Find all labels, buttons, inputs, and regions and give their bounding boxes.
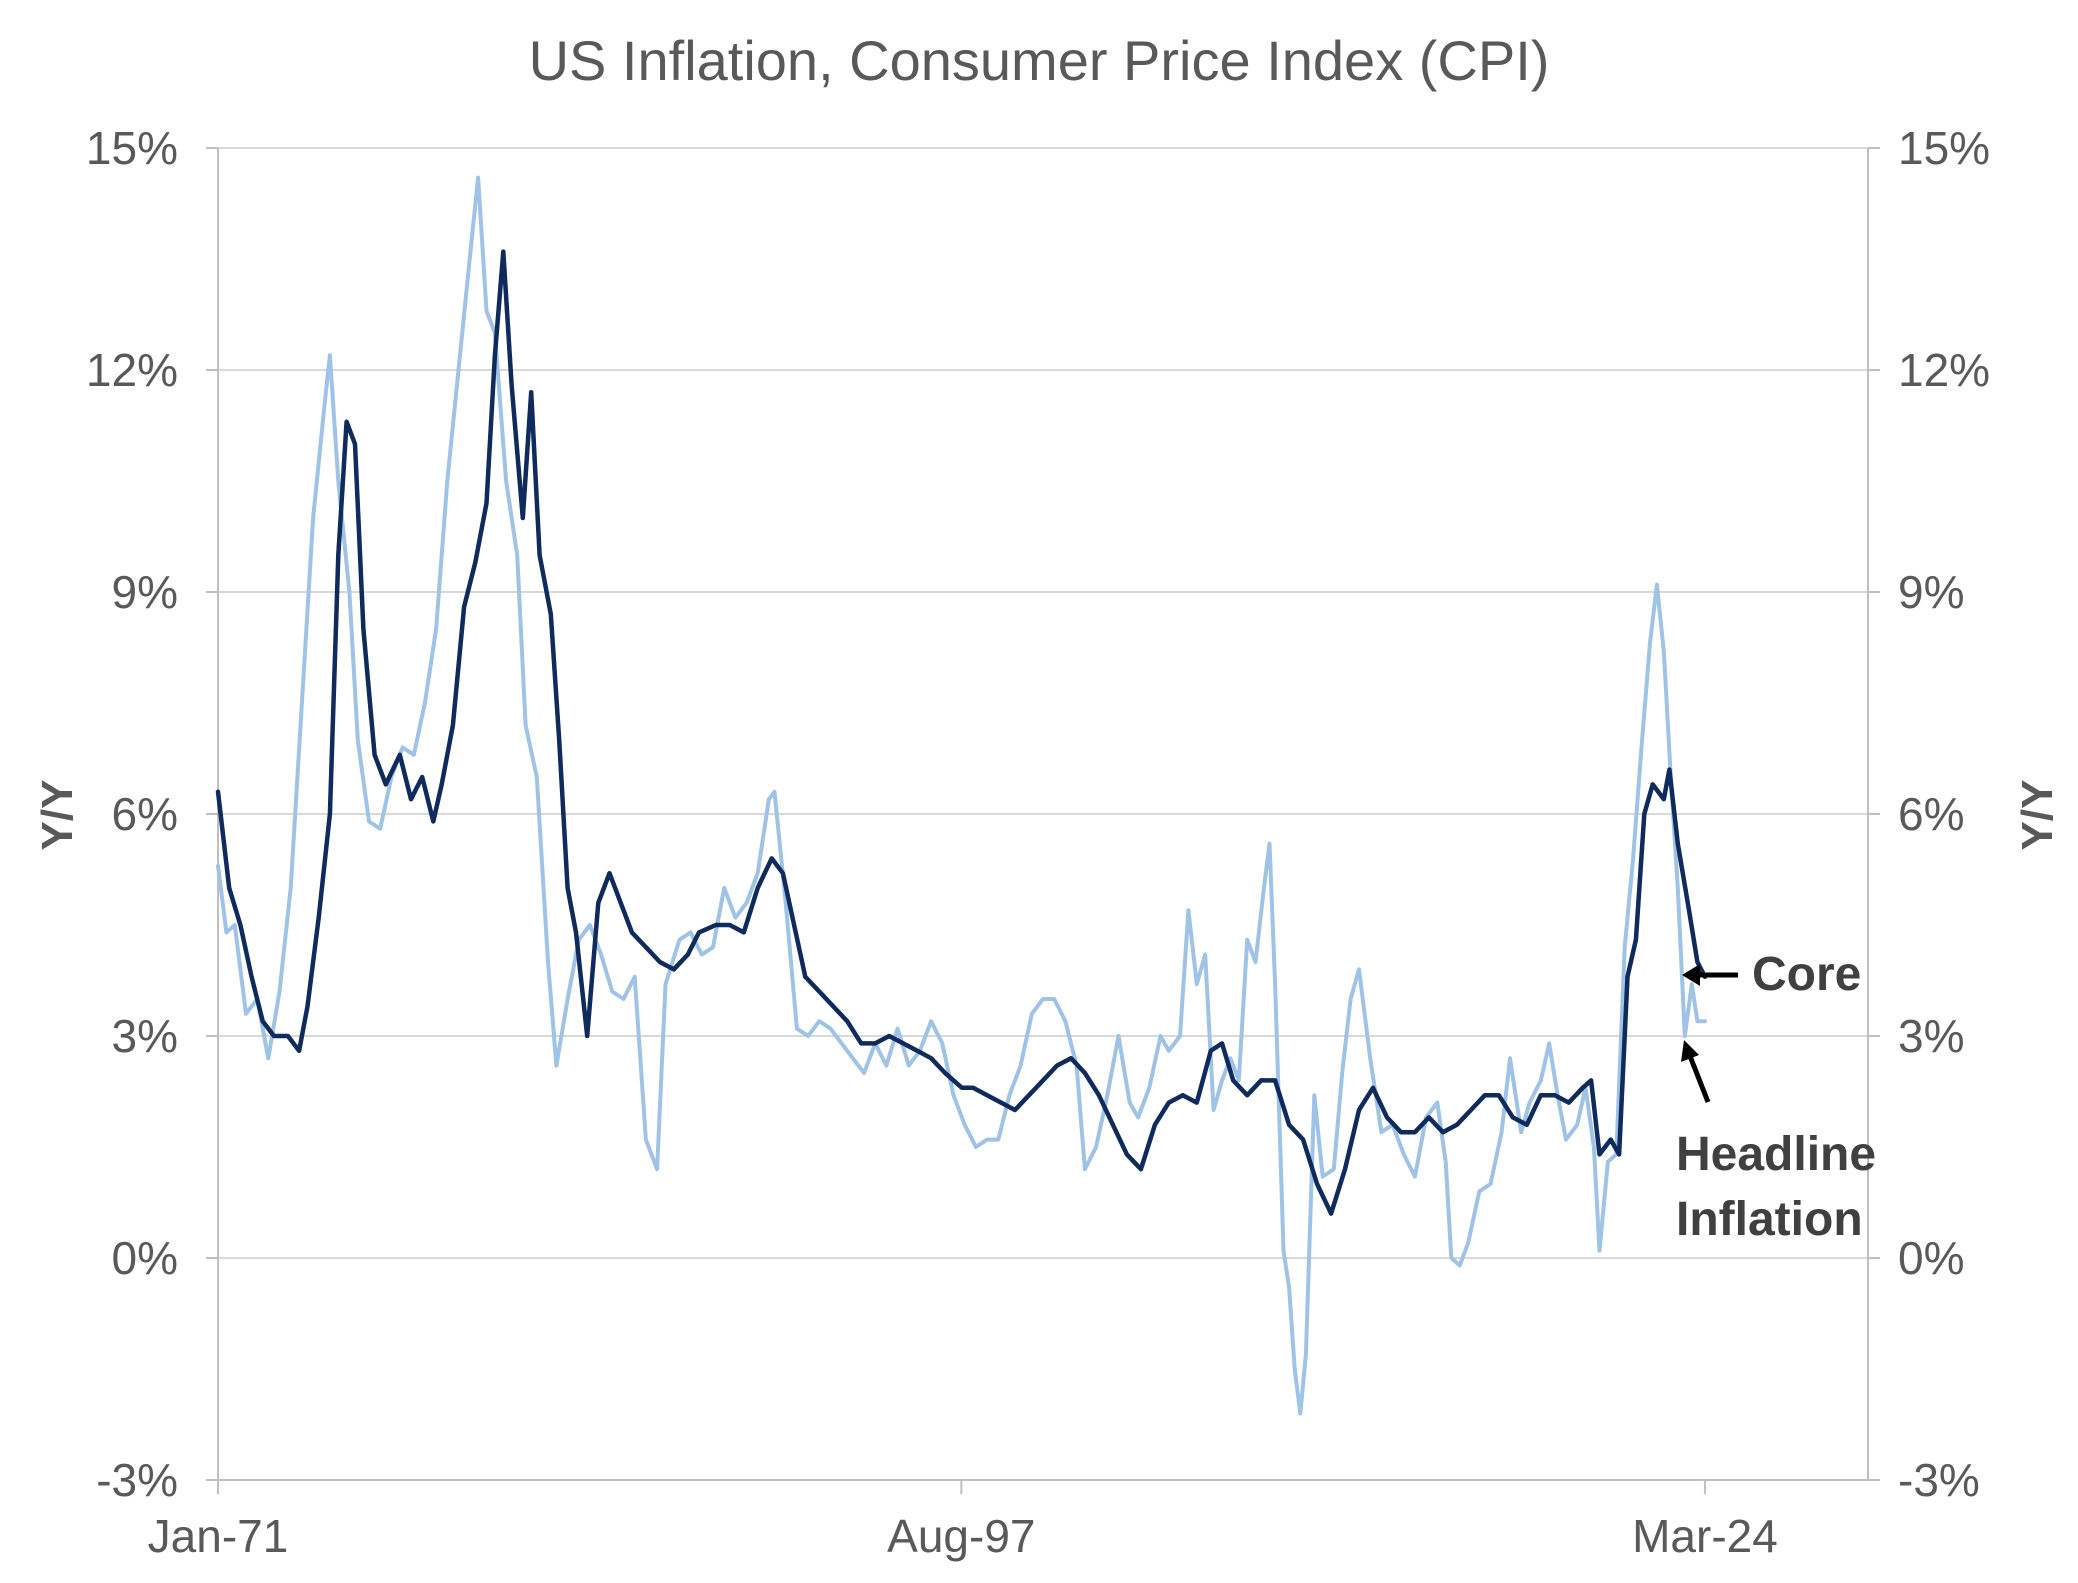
right-tick-label: 15% — [1898, 122, 1990, 174]
right-tick-label: 9% — [1898, 566, 1964, 618]
left-tick-label: -3% — [96, 1454, 178, 1506]
headline-arrowhead — [1681, 1040, 1699, 1062]
x-tick-label: Aug-97 — [887, 1510, 1035, 1562]
right-axis-title: Y/Y — [2013, 780, 2062, 851]
core-arrowhead — [1682, 964, 1700, 986]
left-axis-title: Y/Y — [33, 780, 82, 851]
left-tick-label: 6% — [112, 788, 178, 840]
x-tick-labels: Jan-71 Aug-97 Mar-24 — [148, 1480, 1778, 1562]
right-tick-labels: -3% 0% 3% 6% 9% 12% 15% — [1868, 122, 1990, 1506]
right-tick-label: -3% — [1898, 1454, 1980, 1506]
right-tick-label: 6% — [1898, 788, 1964, 840]
left-tick-label: 3% — [112, 1010, 178, 1062]
x-tick-label: Jan-71 — [148, 1510, 289, 1562]
left-tick-labels: -3% 0% 3% 6% 9% 12% 15% — [86, 122, 218, 1506]
chart-title: US Inflation, Consumer Price Index (CPI) — [529, 29, 1550, 92]
annotation-core: Core — [1682, 948, 1861, 1001]
left-tick-label: 9% — [112, 566, 178, 618]
x-tick-label: Mar-24 — [1632, 1510, 1778, 1562]
left-tick-label: 12% — [86, 344, 178, 396]
headline-label-line1: Headline — [1676, 1128, 1876, 1181]
headline-label-line2: Inflation — [1676, 1193, 1863, 1246]
headline-arrow — [1687, 1055, 1711, 1103]
core-label: Core — [1752, 948, 1861, 1001]
series-group — [215, 175, 1708, 1416]
headline-series-line — [216, 175, 1707, 1416]
left-tick-label: 0% — [112, 1232, 178, 1284]
right-tick-label: 0% — [1898, 1232, 1964, 1284]
core-series-line — [215, 249, 1708, 1216]
right-tick-label: 3% — [1898, 1010, 1964, 1062]
annotation-headline: Headline Inflation — [1676, 1040, 1876, 1246]
left-tick-label: 15% — [86, 122, 178, 174]
right-tick-label: 12% — [1898, 344, 1990, 396]
